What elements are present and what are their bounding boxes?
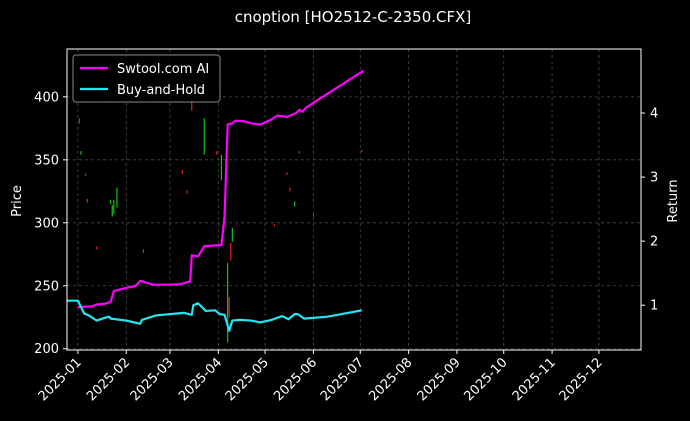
legend: Swtool.com AI Buy-and-Hold — [72, 54, 221, 103]
legend-box — [72, 54, 221, 103]
y-axis-title: Price — [10, 185, 25, 217]
series-line — [67, 299, 363, 332]
legend-label: Buy-and-Hold — [117, 83, 205, 98]
y-tick-label: 400 — [34, 90, 59, 105]
y-tick-label: 350 — [34, 153, 59, 168]
y2-tick-label: 4 — [650, 107, 658, 122]
y2-tick-label: 2 — [650, 235, 658, 250]
y-tick-label: 200 — [34, 342, 59, 357]
y2-tick-label: 3 — [650, 171, 658, 186]
y-tick-label: 300 — [34, 216, 59, 231]
chart-title: cnoption [HO2512-C-2350.CFX] — [235, 8, 472, 26]
series-line — [77, 69, 364, 309]
y2-axis-title: Return — [666, 179, 681, 222]
plot-frame — [66, 48, 642, 351]
y2-tick-label: 1 — [650, 299, 658, 314]
y-tick-label: 250 — [34, 279, 59, 294]
legend-label: Swtool.com AI — [117, 62, 209, 77]
